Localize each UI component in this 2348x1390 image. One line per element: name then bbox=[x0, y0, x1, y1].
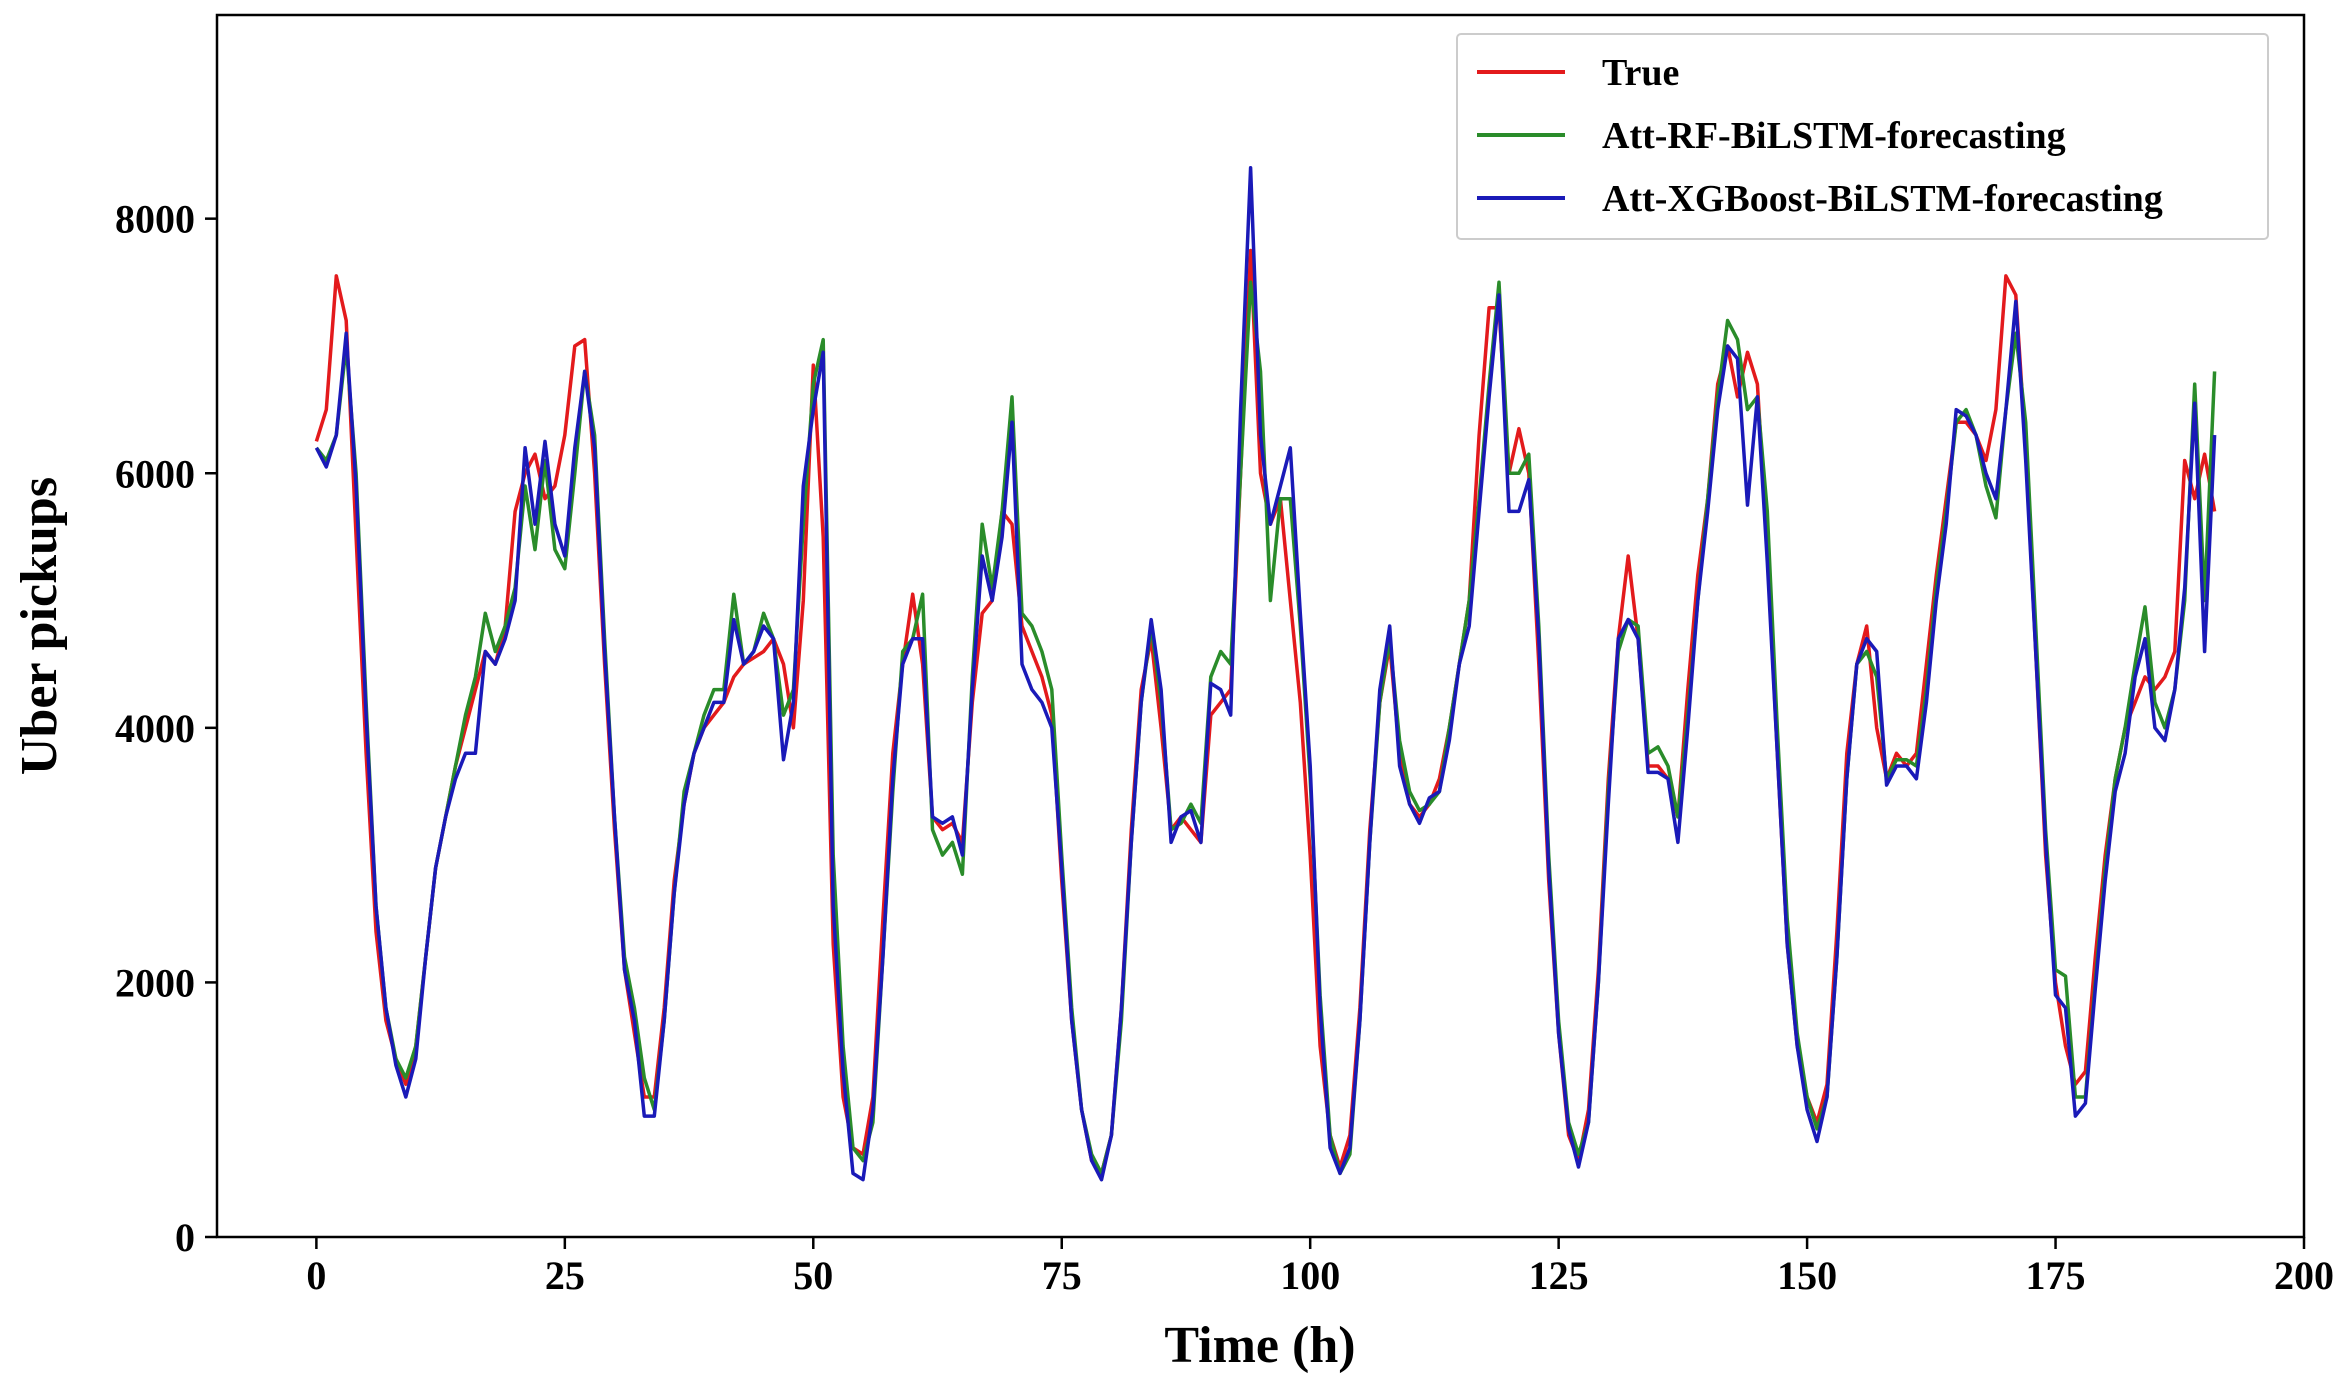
legend-label-1: True bbox=[1602, 52, 1679, 94]
x-axis-label: Time (h) bbox=[1164, 1317, 1355, 1374]
legend: True Att-RF-BiLSTM-forecasting Att-XGBoost… bbox=[1456, 33, 2269, 240]
series-line-2 bbox=[315, 280, 2217, 1176]
x-axis: 0 25 50 75 100 125 150 175 200 bbox=[306, 1237, 2334, 1298]
x-tick-label-175: 175 bbox=[2026, 1253, 2086, 1298]
y-tick-label-8000: 8000 bbox=[115, 197, 195, 242]
legend-box bbox=[1456, 33, 2269, 240]
x-tick-label-150: 150 bbox=[1777, 1253, 1837, 1298]
x-tick-label-75: 75 bbox=[1042, 1253, 1082, 1298]
y-tick-label-2000: 2000 bbox=[115, 960, 195, 1005]
x-tick-label-100: 100 bbox=[1280, 1253, 1340, 1298]
x-tick-label-0: 0 bbox=[306, 1253, 326, 1298]
x-tick-label-50: 50 bbox=[793, 1253, 833, 1298]
plot-frame bbox=[215, 13, 2306, 1239]
legend-label-3: Att-XGBoost-BiLSTM-forecasting bbox=[1602, 178, 2163, 220]
x-tick-label-125: 125 bbox=[1529, 1253, 1589, 1298]
y-tick-label-6000: 6000 bbox=[115, 451, 195, 496]
y-tick-label-4000: 4000 bbox=[115, 706, 195, 751]
y-tick-label-0: 0 bbox=[175, 1215, 195, 1260]
x-tick-label-25: 25 bbox=[545, 1253, 585, 1298]
series-line-1 bbox=[314, 248, 2217, 1176]
x-tick-label-200: 200 bbox=[2274, 1253, 2334, 1298]
y-axis-label: Uber pickups bbox=[11, 477, 68, 775]
series-layer bbox=[314, 166, 2217, 1182]
y-axis: 0 2000 4000 6000 8000 bbox=[115, 197, 217, 1260]
legend-label-2: Att-RF-BiLSTM-forecasting bbox=[1602, 115, 2066, 157]
series-line-3 bbox=[314, 166, 2217, 1182]
